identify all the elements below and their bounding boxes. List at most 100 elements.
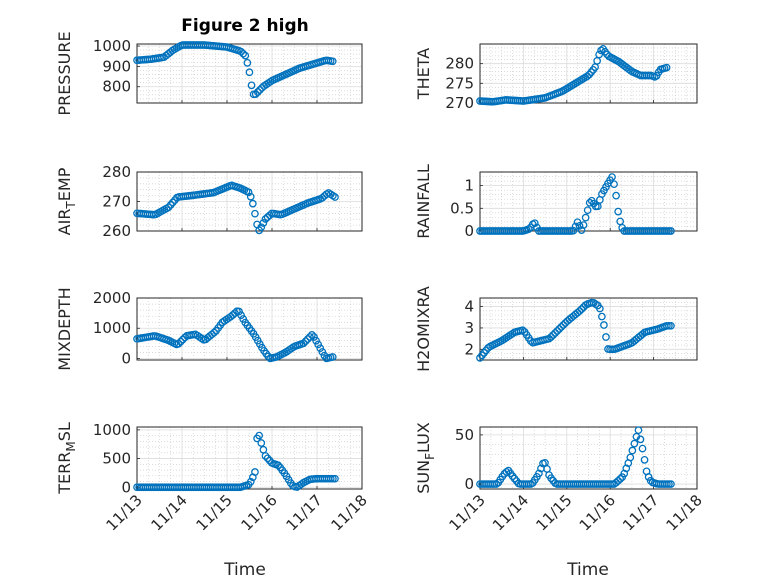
data-point <box>243 59 252 67</box>
data-point <box>251 468 259 476</box>
data-point <box>245 68 254 77</box>
data-point <box>547 333 555 341</box>
data-point <box>614 207 622 216</box>
data-point <box>597 46 605 55</box>
y-axis-label: H2OMIXRA <box>414 286 433 372</box>
y-tick-label: 0.5 <box>450 199 474 217</box>
y-tick-label: 900 <box>102 57 131 75</box>
data-point <box>555 325 564 333</box>
data-point <box>598 312 606 321</box>
x-axis-label-left: Time <box>223 560 266 580</box>
data-point <box>602 333 610 341</box>
y-tick-label: 50 <box>455 426 474 444</box>
figure-title: Figure 2 high <box>181 16 309 36</box>
data-point <box>210 328 218 337</box>
y-axis-label: SUNFLUX <box>414 422 437 494</box>
data-point <box>239 49 248 58</box>
subplot-air-temp: 260 270 280 AIRTEMP <box>55 163 363 240</box>
data-point <box>178 335 187 344</box>
x-tick-label: 11/18 <box>663 491 706 534</box>
subplot-mixdepth: 0 1000 2000 MIXDEPTH <box>55 287 363 371</box>
subplot-pressure: 800 900 1000 PRESSURE <box>55 31 363 116</box>
data-point <box>246 192 255 201</box>
y-tick-label: 280 <box>445 55 474 73</box>
y-tick-label: 270 <box>102 193 131 211</box>
y-tick-label: 4 <box>464 298 474 316</box>
data-point <box>535 469 543 478</box>
data-point <box>237 311 245 320</box>
y-tick-label: 1000 <box>93 37 131 55</box>
subplot-rainfall: 0 0.5 1 RAINFALL <box>414 164 698 240</box>
data-point <box>644 473 653 481</box>
subplot-terr-msl: 0 500 1000 TERRMSL 11/13 11/14 11/15 11/16 11/17… <box>55 421 371 535</box>
data-point <box>581 213 590 222</box>
y-tick-label: 1 <box>464 177 474 195</box>
y-tick-label: 500 <box>102 450 131 468</box>
subplot-h2omixra: 2 3 4 H2OMIXRA <box>414 286 698 372</box>
x-tick-label: 11/14 <box>148 491 191 534</box>
data-point <box>263 454 272 463</box>
data-point <box>256 86 264 94</box>
axes-box <box>136 171 363 232</box>
subplot-sun-flux: 0 50 SUNFLUX 11/13 11/14 11/15 11/16 11/17 11/18 <box>414 422 706 534</box>
data-point <box>331 193 339 201</box>
axes-box <box>479 297 698 361</box>
y-axis-label: AIRTEMP <box>55 167 78 235</box>
data-point <box>667 480 675 488</box>
y-tick-label: 1000 <box>93 421 131 439</box>
data-point <box>595 50 603 59</box>
data-point <box>310 333 318 341</box>
x-axis-label-right: Time <box>566 560 609 580</box>
y-tick-label: 280 <box>102 163 131 181</box>
y-tick-label: 1000 <box>93 319 131 337</box>
y-axis-label: PRESSURE <box>55 31 74 115</box>
data-point <box>553 327 562 335</box>
data-point <box>249 199 257 208</box>
data-point <box>640 455 649 464</box>
data-point <box>235 307 243 316</box>
x-tick-label: 11/18 <box>328 491 371 534</box>
data-point <box>551 329 560 337</box>
data-point <box>636 435 645 444</box>
data-point <box>318 348 327 356</box>
data-point <box>181 333 189 342</box>
data-point <box>585 198 594 207</box>
data-point <box>557 323 566 331</box>
y-tick-label: 260 <box>102 222 131 240</box>
data-point <box>312 336 320 345</box>
x-tick-label: 11/14 <box>489 491 532 534</box>
data-point <box>662 63 671 72</box>
y-tick-label: 270 <box>445 94 474 112</box>
x-tick-label: 11/13 <box>103 491 146 534</box>
data-point <box>328 57 337 66</box>
axes-box <box>136 43 363 104</box>
data-point <box>583 72 592 81</box>
y-axis-label: THETA <box>414 48 433 100</box>
x-tick-label: 11/17 <box>283 491 326 534</box>
data-point <box>244 188 253 197</box>
data-point <box>316 344 325 353</box>
data-point <box>518 326 527 335</box>
data-point <box>573 218 582 227</box>
data-point <box>237 47 245 56</box>
data-point <box>630 439 639 448</box>
data-point <box>634 426 643 435</box>
data-point <box>549 331 557 339</box>
data-point <box>579 221 588 229</box>
data-point <box>616 475 625 483</box>
data-point <box>314 340 323 349</box>
data-point <box>301 337 310 346</box>
data-point <box>571 222 580 231</box>
y-axis-label: MIXDEPTH <box>55 287 74 370</box>
axes-box <box>136 426 363 490</box>
data-point <box>299 339 308 348</box>
data-point <box>646 476 655 485</box>
data-point <box>610 180 618 189</box>
data-point <box>531 219 539 228</box>
x-tick-label: 11/17 <box>619 491 662 534</box>
x-tick-label: 11/16 <box>238 491 281 534</box>
data-point <box>626 453 635 462</box>
data-point <box>638 444 647 453</box>
data-point <box>255 431 264 440</box>
